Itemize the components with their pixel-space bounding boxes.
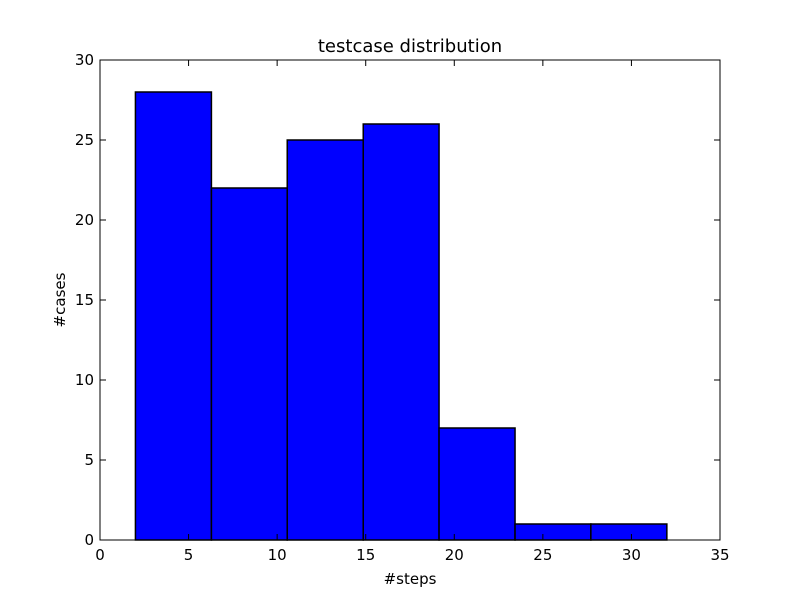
y-tick-label-1: 5 xyxy=(84,451,94,469)
x-tick-label-3: 15 xyxy=(356,546,375,564)
y-tick-label-5: 25 xyxy=(75,131,94,149)
bar-3 xyxy=(362,123,440,541)
bar-6 xyxy=(590,523,668,541)
x-tick-label-6: 30 xyxy=(622,546,641,564)
chart-title: testcase distribution xyxy=(318,36,502,57)
y-tick-label-0: 0 xyxy=(84,531,94,549)
bar-5 xyxy=(514,523,592,541)
x-tick-label-2: 10 xyxy=(268,546,287,564)
y-tick-label-4: 20 xyxy=(75,211,94,229)
y-axis-label: #cases xyxy=(51,272,69,327)
x-tick-label-7: 35 xyxy=(710,546,729,564)
bar-0 xyxy=(134,91,213,541)
x-axis-label: #steps xyxy=(384,570,437,588)
y-tick-label-2: 10 xyxy=(75,371,94,389)
plot-frame xyxy=(99,59,721,541)
bars-group xyxy=(134,91,668,541)
x-tick-label-1: 5 xyxy=(184,546,194,564)
ticks-group: 0 5 10 15 20 25 30 35 0 5 10 15 20 25 30 xyxy=(75,51,730,564)
bar-2 xyxy=(286,139,364,541)
x-tick-label-4: 20 xyxy=(445,546,464,564)
bar-1 xyxy=(210,187,288,541)
x-tick-label-5: 25 xyxy=(533,546,552,564)
y-tick-label-6: 30 xyxy=(75,51,94,69)
x-tick-label-0: 0 xyxy=(95,546,105,564)
y-tick-label-3: 15 xyxy=(75,291,94,309)
bar-4 xyxy=(438,427,516,541)
